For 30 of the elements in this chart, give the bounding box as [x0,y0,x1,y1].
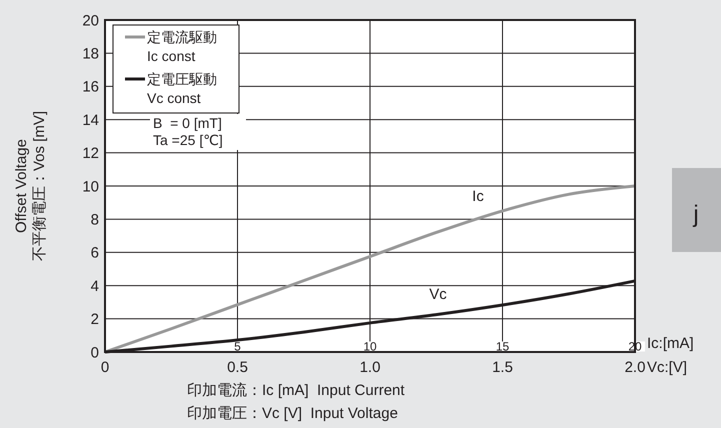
annotation: Ic [472,188,484,205]
x2-tick-label: 10 [363,340,377,354]
y-tick-label: 0 [90,344,99,362]
x-tick-label: 0.5 [227,359,248,376]
y-tick-label: 6 [90,244,99,262]
x-tick-label: 1.5 [492,359,513,376]
x2-tick-label: 15 [496,340,510,354]
legend-label: 定電圧駆動 Vc const [147,71,217,106]
x2-tick-label: 5 [234,340,242,354]
text: 印加電流：Ic [mA] Input Current [187,382,406,399]
y-tick-label: 8 [90,211,99,228]
x-tick-label: 2.0 [624,359,646,376]
text: j [692,201,699,228]
y-tick-label: 10 [82,178,99,196]
annotation: Ta =25 [℃] [153,132,223,148]
y-axis-title: Offset Voltage 不平衡電圧：Vos [mV] [13,110,48,262]
text: 印加電圧：Vc [V] Input Voltage [187,405,398,422]
x-tick-label: 1.0 [360,359,380,376]
annotation: Vc [429,286,448,303]
y-tick-label: 2 [90,311,99,328]
y-tick-label: 12 [82,145,99,162]
annotation: B = 0 [mT] [153,115,222,131]
legend-label: 定電流駆動 Ic const [147,29,217,64]
y-tick-label: 20 [82,12,99,30]
y-tick-label: 18 [82,45,99,62]
y-tick-label: 4 [90,278,99,295]
x-axis-title: Vc:[V] [647,359,688,376]
y-tick-label: 16 [82,78,99,96]
y-tick-label: 14 [82,112,99,129]
x2-axis-title: Ic:[mA] [647,335,694,352]
